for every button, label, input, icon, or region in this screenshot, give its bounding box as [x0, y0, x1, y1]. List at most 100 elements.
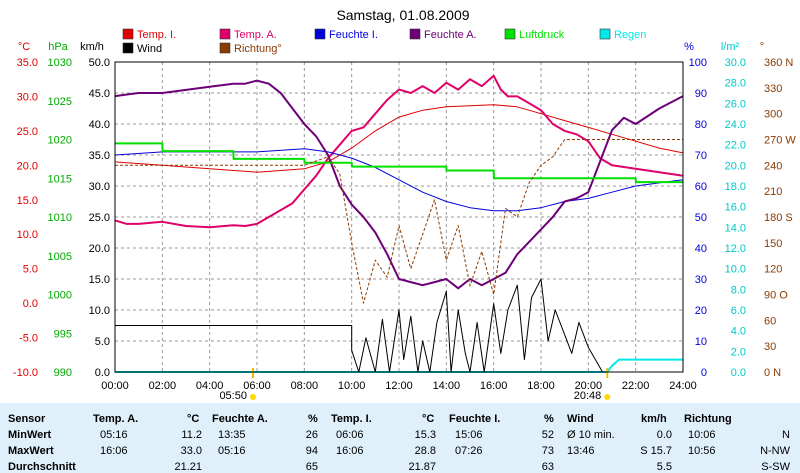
legend-swatch: [122, 28, 134, 40]
rain-tick-label: 8.0: [731, 284, 746, 296]
direction-tick-label: 360 N: [764, 57, 793, 69]
direction-axis-unit: °: [760, 41, 764, 53]
feuchte-i-unit: %: [544, 413, 554, 425]
direction-tick-label: 210: [764, 186, 782, 198]
rain-tick-label: 24.0: [725, 119, 746, 131]
sun-layer: 05:50 20:48: [219, 368, 611, 402]
legend-swatch: [314, 28, 326, 40]
rain-axis-unit: l/m²: [721, 41, 740, 53]
x-tick-label: 20:00: [575, 380, 603, 392]
temp-tick-label: 0.0: [23, 298, 38, 310]
temp-axis-unit: °C: [18, 41, 30, 53]
rain-tick-label: 28.0: [725, 78, 746, 90]
pressure-tick-label: 1030: [48, 57, 72, 69]
sensor-header: Sensor: [8, 413, 46, 425]
stats-cell-w-time: 13:46: [567, 445, 595, 457]
wind-axis-unit: km/h: [80, 41, 104, 53]
x-tick-label: 24:00: [669, 380, 697, 392]
sun-marker-label: 20:48: [574, 390, 602, 402]
richtung-header: Richtung: [684, 413, 732, 425]
stats-cell-ti-val: 15.3: [414, 429, 436, 441]
stats-cell-label: MaxWert: [8, 445, 54, 457]
temp-tick-label: 25.0: [17, 126, 38, 138]
direction-tick-label: 270 W: [764, 135, 796, 147]
legend-swatch: [122, 42, 134, 54]
stats-cell-r-val: N: [782, 429, 790, 441]
stats-cell-w-time: Ø 10 min.: [567, 429, 615, 441]
stats-cell-label: Durchschnitt: [8, 461, 76, 473]
pressure-tick-label: 995: [54, 328, 72, 340]
sunrise-icon: [249, 394, 256, 400]
temp-tick-label: 30.0: [17, 91, 38, 103]
legend-label: Feuchte I.: [329, 29, 378, 41]
wind-tick-label: 15.0: [89, 274, 110, 286]
rain-tick-label: 4.0: [731, 326, 746, 338]
stats-cell-fa-val: 94: [305, 445, 318, 457]
rain-tick-label: 10.0: [725, 264, 746, 276]
direction-tick-label: 90 O: [764, 290, 788, 302]
humidity-tick-label: 90: [695, 88, 707, 100]
pressure-tick-label: 1015: [48, 173, 72, 185]
wind-tick-label: 5.0: [95, 336, 110, 348]
x-tick-label: 02:00: [149, 380, 177, 392]
direction-tick-label: 0 N: [764, 367, 781, 379]
series-feuchte-i: [114, 148, 684, 212]
wind-tick-label: 25.0: [89, 212, 110, 224]
stats-cell-r-val: N-NW: [760, 445, 790, 457]
x-tick-label: 16:00: [480, 380, 508, 392]
stats-cell-ta-val: 21.21: [174, 461, 202, 473]
series-richtung: [115, 139, 683, 304]
left-axes: 35.0 30.0 25.0 20.0 15.0 10.0 5.0 0.0 -5.0 -10.0 1…: [13, 57, 110, 379]
series-layer: [114, 74, 684, 373]
direction-tick-label: 330: [764, 83, 782, 95]
rain-tick-label: 14.0: [725, 222, 746, 234]
humidity-tick-label: 10: [695, 336, 707, 348]
temp-tick-label: -5.0: [19, 333, 38, 345]
statistics-panel: Sensor Temp. A. °C Feuchte A. % Temp. I.…: [0, 403, 800, 473]
feuchte-a-header: Feuchte A.: [212, 413, 268, 425]
x-axis: 00:00 02:00 04:00 06:00 08:00 10:00 12:00 14:00…: [101, 380, 697, 392]
stats-cell-fa-val: 65: [305, 461, 318, 473]
wind-header: Wind: [567, 413, 594, 425]
stats-cell-fi-time: 15:06: [455, 429, 483, 441]
temp-tick-label: 35.0: [17, 57, 38, 69]
series-temp-a: [114, 74, 684, 229]
pressure-tick-label: 1005: [48, 251, 72, 263]
rain-tick-label: 16.0: [725, 202, 746, 214]
pressure-tick-label: 1000: [48, 290, 72, 302]
stats-cell-ti-time: 16:06: [336, 445, 364, 457]
series-feuchte-a: [114, 79, 684, 290]
pressure-tick-label: 990: [54, 367, 72, 379]
stats-cell-ti-val: 28.8: [414, 445, 436, 457]
legend-label: Richtung°: [234, 43, 282, 55]
humidity-axis-unit: %: [684, 41, 694, 53]
direction-tick-label: 60: [764, 315, 776, 327]
right-axes: 100908070605040302010030.028.026.024.022…: [689, 57, 797, 379]
stats-cell-w-val: 0.0: [656, 429, 672, 441]
temp-tick-label: 15.0: [17, 195, 38, 207]
rain-tick-label: 20.0: [725, 160, 746, 172]
humidity-tick-label: 100: [689, 57, 707, 69]
wind-tick-label: 0.0: [95, 367, 110, 379]
direction-tick-label: 30: [764, 341, 776, 353]
series-temp-i: [114, 104, 684, 173]
humidity-tick-label: 60: [695, 181, 707, 193]
direction-tick-label: 180 S: [764, 212, 793, 224]
humidity-tick-label: 50: [695, 212, 707, 224]
stats-cell-fa-val: 26: [305, 429, 318, 441]
series-luftdruck: [115, 142, 683, 184]
wind-tick-label: 10.0: [89, 305, 110, 317]
humidity-tick-label: 80: [695, 119, 707, 131]
humidity-tick-label: 20: [695, 305, 707, 317]
rain-tick-label: 30.0: [725, 57, 746, 69]
temp-i-unit: °C: [422, 413, 435, 425]
stats-cell-ta-val: 33.0: [180, 445, 202, 457]
rain-tick-label: 6.0: [731, 305, 746, 317]
wind-tick-label: 50.0: [89, 57, 110, 69]
rain-tick-label: 22.0: [725, 140, 746, 152]
temp-a-unit: °C: [187, 413, 200, 425]
wind-tick-label: 30.0: [89, 181, 110, 193]
humidity-tick-label: 0: [701, 367, 707, 379]
stats-cell-fi-val: 73: [541, 445, 554, 457]
humidity-tick-label: 70: [695, 150, 707, 162]
